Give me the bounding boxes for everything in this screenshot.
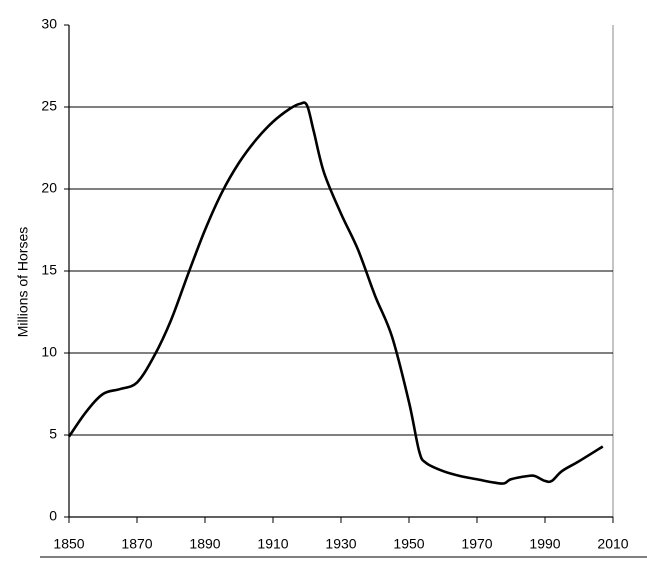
x-tick-label: 1970 — [461, 536, 492, 552]
y-tick-label: 30 — [41, 16, 57, 32]
x-tick-label: 1990 — [529, 536, 560, 552]
x-tick-label: 1850 — [53, 536, 84, 552]
y-tick-label: 10 — [41, 344, 57, 360]
x-tick-label: 2010 — [597, 536, 628, 552]
x-tick-label: 1910 — [257, 536, 288, 552]
x-tick-label: 1930 — [325, 536, 356, 552]
x-tick-label: 1870 — [121, 536, 152, 552]
y-tick-label: 0 — [49, 508, 57, 524]
y-tick-label: 15 — [41, 262, 57, 278]
y-tick-label: 25 — [41, 98, 57, 114]
y-tick-label: 20 — [41, 180, 57, 196]
x-tick-label: 1890 — [189, 536, 220, 552]
y-tick-label: 5 — [49, 426, 57, 442]
x-tick-label: 1950 — [393, 536, 424, 552]
y-axis-label: Millions of Horses — [15, 227, 31, 337]
line — [67, 101, 604, 485]
